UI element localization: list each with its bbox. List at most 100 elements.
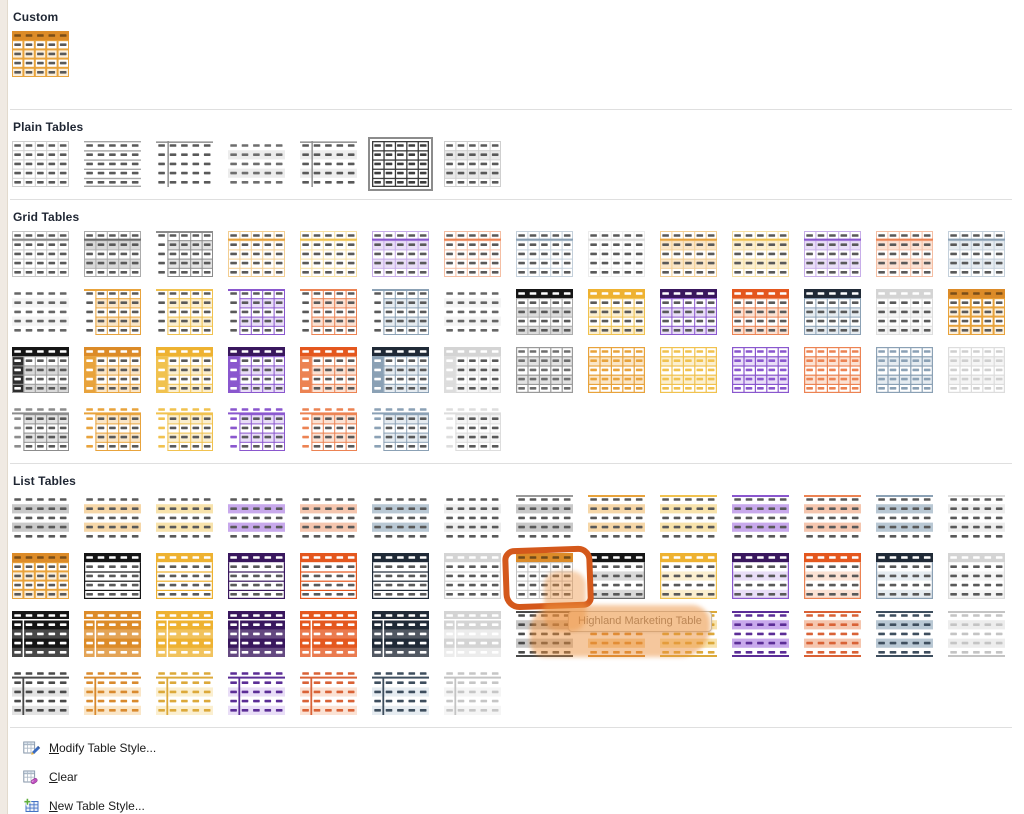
table-style-thumbnail[interactable] (12, 611, 69, 657)
table-style-thumbnail[interactable] (948, 553, 1005, 599)
table-style-thumbnail[interactable] (12, 553, 69, 599)
table-style-thumbnail[interactable] (228, 289, 285, 335)
table-style-thumbnail[interactable] (516, 231, 573, 277)
table-style-thumbnail[interactable] (588, 231, 645, 277)
table-style-thumbnail[interactable] (84, 553, 141, 599)
table-style-thumbnail[interactable] (444, 231, 501, 277)
table-style-thumbnail[interactable] (84, 289, 141, 335)
table-style-thumbnail[interactable] (84, 231, 141, 277)
table-style-thumbnail[interactable] (156, 405, 213, 451)
table-style-thumbnail[interactable] (804, 347, 861, 393)
table-style-thumbnail[interactable] (12, 495, 69, 541)
table-style-thumbnail[interactable] (156, 553, 213, 599)
table-style-thumbnail[interactable] (84, 347, 141, 393)
table-style-thumbnail[interactable] (732, 347, 789, 393)
menu-item-new[interactable]: New Table Style... (14, 791, 1024, 814)
table-style-thumbnail[interactable] (84, 405, 141, 451)
table-style-thumbnail[interactable] (588, 553, 645, 599)
table-style-thumbnail[interactable] (228, 553, 285, 599)
table-style-thumbnail[interactable] (948, 495, 1005, 541)
table-style-thumbnail[interactable] (876, 347, 933, 393)
table-style-thumbnail[interactable] (156, 495, 213, 541)
table-style-thumbnail[interactable] (228, 231, 285, 277)
table-style-thumbnail[interactable] (228, 141, 285, 187)
table-style-thumbnail[interactable] (372, 405, 429, 451)
table-style-thumbnail[interactable] (444, 289, 501, 335)
table-style-thumbnail[interactable] (300, 347, 357, 393)
table-style-thumbnail[interactable] (876, 553, 933, 599)
table-style-thumbnail[interactable] (660, 289, 717, 335)
table-style-thumbnail[interactable] (660, 347, 717, 393)
table-style-thumbnail[interactable] (372, 611, 429, 657)
table-style-thumbnail[interactable] (444, 495, 501, 541)
table-style-thumbnail[interactable] (948, 611, 1005, 657)
table-style-thumbnail[interactable] (372, 669, 429, 715)
table-style-thumbnail[interactable] (876, 495, 933, 541)
table-style-thumbnail[interactable] (660, 231, 717, 277)
menu-item-modify[interactable]: Modify Table Style... (14, 733, 1024, 762)
table-style-thumbnail[interactable] (228, 347, 285, 393)
table-style-thumbnail[interactable] (300, 611, 357, 657)
table-style-thumbnail[interactable] (156, 231, 213, 277)
table-style-thumbnail[interactable] (732, 495, 789, 541)
table-style-thumbnail[interactable] (660, 553, 717, 599)
table-style-thumbnail[interactable] (228, 669, 285, 715)
table-style-thumbnail[interactable] (300, 669, 357, 715)
table-style-thumbnail[interactable] (444, 141, 501, 187)
table-style-thumbnail[interactable] (372, 495, 429, 541)
table-style-thumbnail[interactable] (372, 289, 429, 335)
table-style-thumbnail[interactable] (948, 289, 1005, 335)
table-style-thumbnail[interactable] (516, 611, 573, 657)
table-style-thumbnail[interactable] (444, 405, 501, 451)
table-style-thumbnail[interactable] (156, 141, 213, 187)
table-style-thumbnail[interactable] (444, 347, 501, 393)
table-style-thumbnail[interactable] (732, 289, 789, 335)
table-style-thumbnail[interactable]: Highland Marketing Table (501, 545, 712, 657)
table-style-thumbnail[interactable] (804, 289, 861, 335)
table-style-thumbnail[interactable] (368, 137, 433, 191)
table-style-thumbnail[interactable] (732, 611, 789, 657)
table-style-thumbnail[interactable] (372, 231, 429, 277)
table-style-thumbnail[interactable] (12, 347, 69, 393)
table-style-thumbnail[interactable] (876, 231, 933, 277)
table-style-thumbnail[interactable] (732, 553, 789, 599)
table-style-thumbnail[interactable] (156, 669, 213, 715)
menu-item-clear[interactable]: Clear (14, 762, 1024, 791)
table-style-thumbnail[interactable] (588, 347, 645, 393)
table-style-thumbnail[interactable] (804, 611, 861, 657)
table-style-thumbnail[interactable] (228, 405, 285, 451)
table-style-thumbnail[interactable] (84, 669, 141, 715)
table-style-thumbnail[interactable] (12, 31, 69, 77)
table-style-thumbnail[interactable] (444, 611, 501, 657)
table-style-thumbnail[interactable] (84, 495, 141, 541)
table-style-thumbnail[interactable] (948, 231, 1005, 277)
table-style-thumbnail[interactable] (300, 553, 357, 599)
table-style-thumbnail[interactable] (516, 289, 573, 335)
table-style-thumbnail[interactable] (300, 141, 357, 187)
table-style-thumbnail[interactable] (444, 669, 501, 715)
table-style-thumbnail[interactable] (660, 495, 717, 541)
table-style-thumbnail[interactable] (372, 347, 429, 393)
table-style-thumbnail[interactable] (84, 611, 141, 657)
table-style-thumbnail[interactable] (588, 289, 645, 335)
table-style-thumbnail[interactable] (300, 405, 357, 451)
table-style-thumbnail[interactable] (156, 611, 213, 657)
table-style-thumbnail[interactable] (228, 495, 285, 541)
table-style-thumbnail[interactable] (804, 495, 861, 541)
table-style-thumbnail[interactable] (444, 553, 501, 599)
table-style-thumbnail[interactable] (156, 347, 213, 393)
table-style-thumbnail[interactable] (948, 347, 1005, 393)
table-style-thumbnail[interactable] (804, 231, 861, 277)
table-style-thumbnail[interactable] (372, 553, 429, 599)
table-style-thumbnail[interactable] (516, 347, 573, 393)
table-style-thumbnail[interactable] (12, 141, 69, 187)
table-style-thumbnail[interactable] (876, 289, 933, 335)
table-style-thumbnail[interactable] (516, 495, 573, 541)
table-style-thumbnail[interactable] (300, 289, 357, 335)
table-style-thumbnail[interactable] (228, 611, 285, 657)
table-style-thumbnail[interactable] (12, 669, 69, 715)
table-style-thumbnail[interactable] (156, 289, 213, 335)
table-style-thumbnail[interactable] (876, 611, 933, 657)
table-style-thumbnail[interactable] (804, 553, 861, 599)
table-style-thumbnail[interactable] (300, 231, 357, 277)
